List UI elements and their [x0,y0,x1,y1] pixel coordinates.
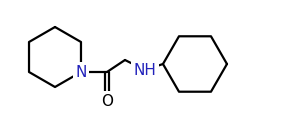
Text: O: O [101,93,113,109]
Text: NH: NH [133,62,156,77]
Text: N: N [75,65,87,79]
